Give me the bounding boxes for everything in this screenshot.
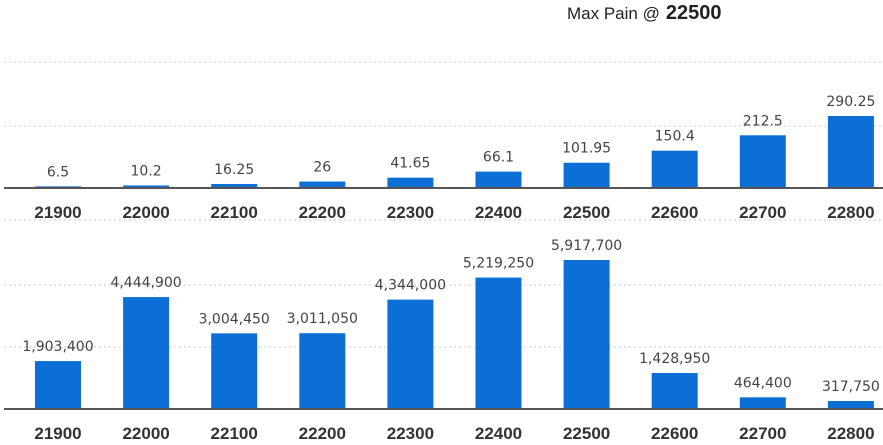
chart1-value-label-21900: 6.5 <box>47 164 69 180</box>
chart2-tick-label-22100: 22100 <box>211 424 258 443</box>
chart2-bar-22500 <box>563 260 610 409</box>
chart1-value-label-22200: 26 <box>313 160 331 176</box>
chart1-bar-22800 <box>827 116 874 188</box>
chart1-tick-label-22600: 22600 <box>651 203 698 222</box>
chart1-bar-22000 <box>123 185 170 188</box>
chart2-tick-label-22300: 22300 <box>387 424 434 443</box>
chart1-tick-label-22000: 22000 <box>122 203 169 222</box>
chart2-bar-22300 <box>387 299 434 409</box>
chart2-value-label-22100: 3,004,450 <box>199 311 270 327</box>
chart1-tick-label-22200: 22200 <box>299 203 346 222</box>
chart1-value-label-22500: 101.95 <box>562 141 611 157</box>
chart1-tick-label-21900: 21900 <box>34 203 81 222</box>
chart2-tick-label-22200: 22200 <box>299 424 346 443</box>
chart2-value-label-22500: 5,917,700 <box>551 238 622 254</box>
chart2-tick-label-22600: 22600 <box>651 424 698 443</box>
chart1-value-label-22700: 212.5 <box>743 113 783 129</box>
chart2-tick-label-22500: 22500 <box>563 424 610 443</box>
chart2-bar-22800 <box>827 400 874 409</box>
chart1-tick-label-22100: 22100 <box>211 203 258 222</box>
chart2-bar-22600 <box>651 373 698 409</box>
chart1-bar-22600 <box>651 150 698 188</box>
chart2-tick-label-21900: 21900 <box>34 424 81 443</box>
chart1-tick-label-22500: 22500 <box>563 203 610 222</box>
chart2-value-label-22000: 4,444,900 <box>110 275 181 291</box>
chart2-value-label-22200: 3,011,050 <box>287 311 358 327</box>
chart2-value-label-22700: 464,400 <box>734 375 792 391</box>
chart1-bar-22500 <box>563 162 610 188</box>
chart1-tick-label-22300: 22300 <box>387 203 434 222</box>
chart1-tick-label-22700: 22700 <box>739 203 786 222</box>
chart2-value-label-21900: 1,903,400 <box>22 339 93 355</box>
chart2-tick-label-22700: 22700 <box>739 424 786 443</box>
chart1-tick-label-22800: 22800 <box>827 203 874 222</box>
chart2-value-label-22400: 5,219,250 <box>463 256 534 272</box>
chart2-bar-22700 <box>739 397 786 409</box>
chart1-bar-22200 <box>299 181 346 188</box>
chart2-tick-label-22800: 22800 <box>827 424 874 443</box>
chart2-value-label-22800: 317,750 <box>822 379 880 395</box>
chart1-value-label-22600: 150.4 <box>655 129 695 145</box>
chart2-value-label-22600: 1,428,950 <box>639 351 710 367</box>
chart2-bar-22100 <box>211 333 258 409</box>
chart1-value-label-22300: 41.65 <box>390 156 430 172</box>
chart2-tick-label-22000: 22000 <box>122 424 169 443</box>
chart1-bar-22400 <box>475 171 522 188</box>
chart1-value-label-22400: 66.1 <box>483 150 514 166</box>
max-pain-label: Max Pain @ <box>567 4 660 23</box>
chart1-bar-22700 <box>739 135 786 188</box>
chart2-bar-22000 <box>123 297 170 409</box>
chart1-tick-label-22400: 22400 <box>475 203 522 222</box>
chart1-value-label-22800: 290.25 <box>826 94 875 110</box>
chart1-value-label-22000: 10.2 <box>131 163 162 179</box>
chart1-bar-22100 <box>211 183 258 188</box>
chart2-bar-22200 <box>299 333 346 409</box>
chart2-value-label-22300: 4,344,000 <box>375 278 446 294</box>
chart1-value-label-22100: 16.25 <box>214 162 254 178</box>
chart2-tick-label-22400: 22400 <box>475 424 522 443</box>
max-pain-value: 22500 <box>665 2 722 24</box>
chart2-bar-22400 <box>475 277 522 409</box>
max-pain-header: Max Pain @ 22500 <box>567 2 721 32</box>
chart1-bar-22300 <box>387 177 434 188</box>
chart2-bar-21900 <box>35 361 81 409</box>
